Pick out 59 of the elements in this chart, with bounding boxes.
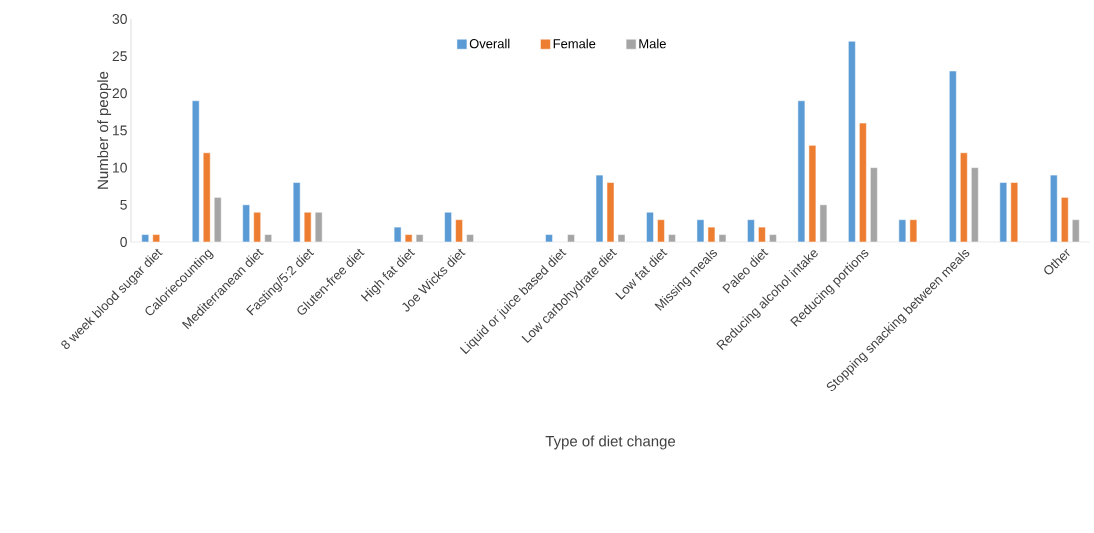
bar <box>657 219 665 243</box>
bar <box>466 234 474 243</box>
bar <box>253 212 261 243</box>
bar <box>1072 219 1080 243</box>
bar <box>264 234 272 243</box>
bar <box>141 234 149 243</box>
bar <box>606 182 615 243</box>
legend-label: Overall <box>469 38 510 49</box>
bar <box>393 226 402 243</box>
y-tick-label: 10 <box>113 162 127 173</box>
x-axis-title: Type of diet change <box>545 435 676 450</box>
bar <box>292 182 301 243</box>
bar <box>1061 197 1069 243</box>
bar <box>567 234 575 243</box>
bar <box>819 204 828 243</box>
y-tick-label: 25 <box>112 51 127 62</box>
bar <box>859 122 867 243</box>
y-tick-label: 15 <box>113 125 127 136</box>
legend-label: Male <box>639 38 666 49</box>
y-tick-label: 20 <box>112 88 127 99</box>
bar <box>949 70 957 243</box>
bar <box>999 182 1008 243</box>
bar <box>595 174 604 243</box>
bar <box>1010 182 1019 243</box>
bar <box>909 219 918 243</box>
bar <box>668 234 676 243</box>
bar <box>191 100 200 243</box>
y-tick-label: 30 <box>112 14 127 24</box>
bar <box>758 226 766 243</box>
bar <box>646 212 654 243</box>
bar <box>848 41 856 243</box>
bar <box>545 234 553 243</box>
bar <box>696 219 705 243</box>
bar <box>314 212 323 243</box>
bar <box>718 234 727 243</box>
bar <box>971 167 979 243</box>
bar <box>747 219 755 243</box>
bar <box>455 219 463 243</box>
bar <box>415 234 424 243</box>
bar <box>242 204 250 243</box>
y-tick-label: 0 <box>120 237 127 247</box>
bar <box>404 234 413 243</box>
bar <box>870 167 878 243</box>
bar <box>808 145 817 243</box>
legend-label: Female <box>553 38 596 49</box>
bar <box>617 234 626 243</box>
bar <box>769 234 777 243</box>
bar <box>444 212 452 243</box>
bar <box>152 234 160 243</box>
bar <box>213 197 222 243</box>
bar <box>202 152 211 243</box>
bar <box>303 212 312 243</box>
bar <box>898 219 907 243</box>
y-tick-label: 5 <box>120 199 127 210</box>
bar <box>707 226 716 243</box>
bar <box>797 100 806 243</box>
bar <box>1050 174 1058 243</box>
y-axis-title: Number of people <box>97 71 112 189</box>
bar <box>960 152 968 243</box>
